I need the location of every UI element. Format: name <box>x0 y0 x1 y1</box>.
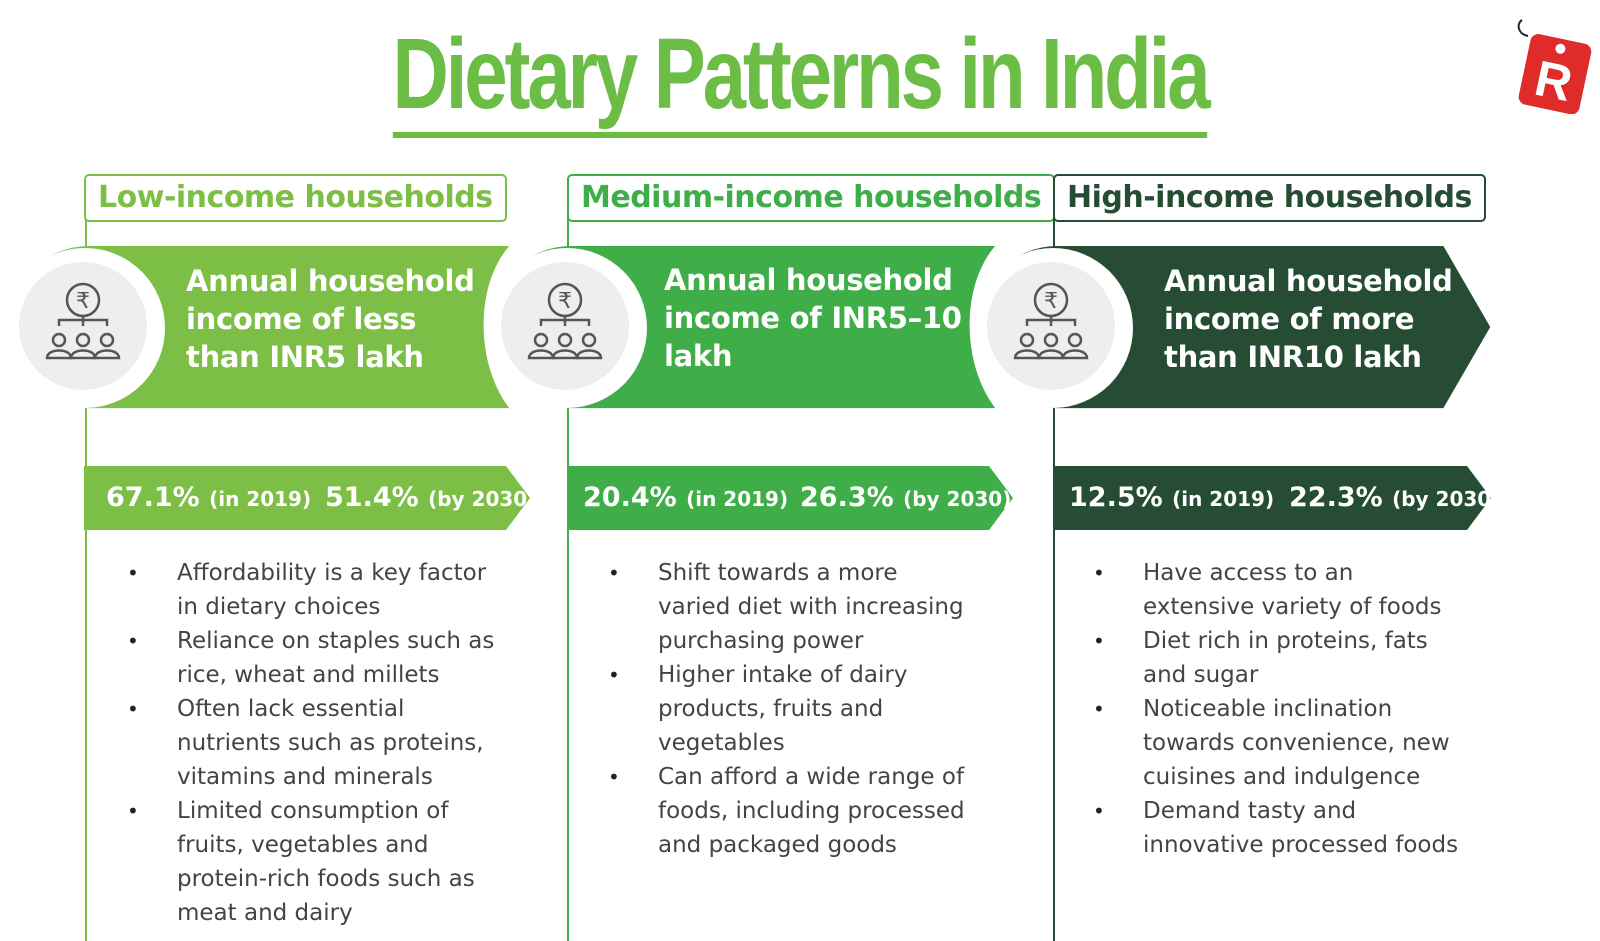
banner-line: than INR5 lakh <box>186 340 424 374</box>
banner-line: income of INR5–10 <box>664 301 962 335</box>
stat-value: 12.5% <box>1069 482 1163 513</box>
brand-logo: R <box>1512 14 1592 115</box>
stat-note: (in 2019) <box>686 487 789 511</box>
low-stat-2030: 51.4% (by 2030) <box>325 466 536 530</box>
banner-line: Annual household <box>664 263 953 297</box>
medium-income-icon-circle: ₹ <box>487 248 647 408</box>
low-income-label: Low-income households <box>84 174 507 222</box>
low-income-icon-circle: ₹ <box>5 248 165 408</box>
high-income-stat-bar <box>1053 466 1491 530</box>
low-income-stat-bar <box>84 466 530 530</box>
stat-note: (in 2019) <box>209 487 312 511</box>
family-rupee-icon: ₹ <box>45 282 121 360</box>
medium-income-label: Medium-income households <box>567 174 1056 222</box>
medium-income-stat-bar <box>567 466 1013 530</box>
price-tag-logo-icon: R <box>1517 19 1592 115</box>
banner-line: Annual household <box>186 264 475 298</box>
family-rupee-icon: ₹ <box>527 282 603 360</box>
low-income-banner-text: Annual household income of less than INR… <box>186 262 475 376</box>
stat-value: 22.3% <box>1289 482 1383 513</box>
high-stat-2030: 22.3% (by 2030) <box>1289 466 1500 530</box>
stat-value: 26.3% <box>800 482 894 513</box>
stat-note: (by 2030) <box>903 487 1012 511</box>
stat-value: 51.4% <box>325 482 419 513</box>
high-income-icon-circle: ₹ <box>973 248 1133 408</box>
stat-value: 20.4% <box>583 482 677 513</box>
medium-column-line <box>567 178 569 941</box>
stat-note: (in 2019) <box>1172 487 1275 511</box>
svg-text:₹: ₹ <box>1044 289 1058 314</box>
low-stat-2019: 67.1% (in 2019) <box>106 466 311 530</box>
high-stat-2019: 12.5% (in 2019) <box>1069 466 1274 530</box>
page-title-text: Dietary Patterns in India <box>392 18 1211 138</box>
banner-line: lakh <box>664 339 733 373</box>
low-column-line <box>85 178 87 941</box>
banner-line: than INR10 lakh <box>1164 340 1422 374</box>
banner-line: income of more <box>1164 302 1415 336</box>
banner-line: income of less <box>186 302 417 336</box>
svg-text:₹: ₹ <box>558 289 572 314</box>
banner-line: Annual household <box>1164 264 1453 298</box>
high-column-line <box>1053 178 1055 941</box>
page-title: Dietary Patterns in India <box>176 14 1424 138</box>
medium-stat-2019: 20.4% (in 2019) <box>583 466 788 530</box>
medium-income-banner-text: Annual household income of INR5–10 lakh <box>664 261 962 375</box>
high-income-label: High-income households <box>1053 174 1486 222</box>
stat-value: 67.1% <box>106 482 200 513</box>
stat-note: (by 2030) <box>428 487 537 511</box>
stat-note: (by 2030) <box>1392 487 1501 511</box>
svg-text:₹: ₹ <box>76 289 90 314</box>
medium-stat-2030: 26.3% (by 2030) <box>800 466 1011 530</box>
high-income-banner-text: Annual household income of more than INR… <box>1164 262 1453 376</box>
family-rupee-icon: ₹ <box>1013 282 1089 360</box>
